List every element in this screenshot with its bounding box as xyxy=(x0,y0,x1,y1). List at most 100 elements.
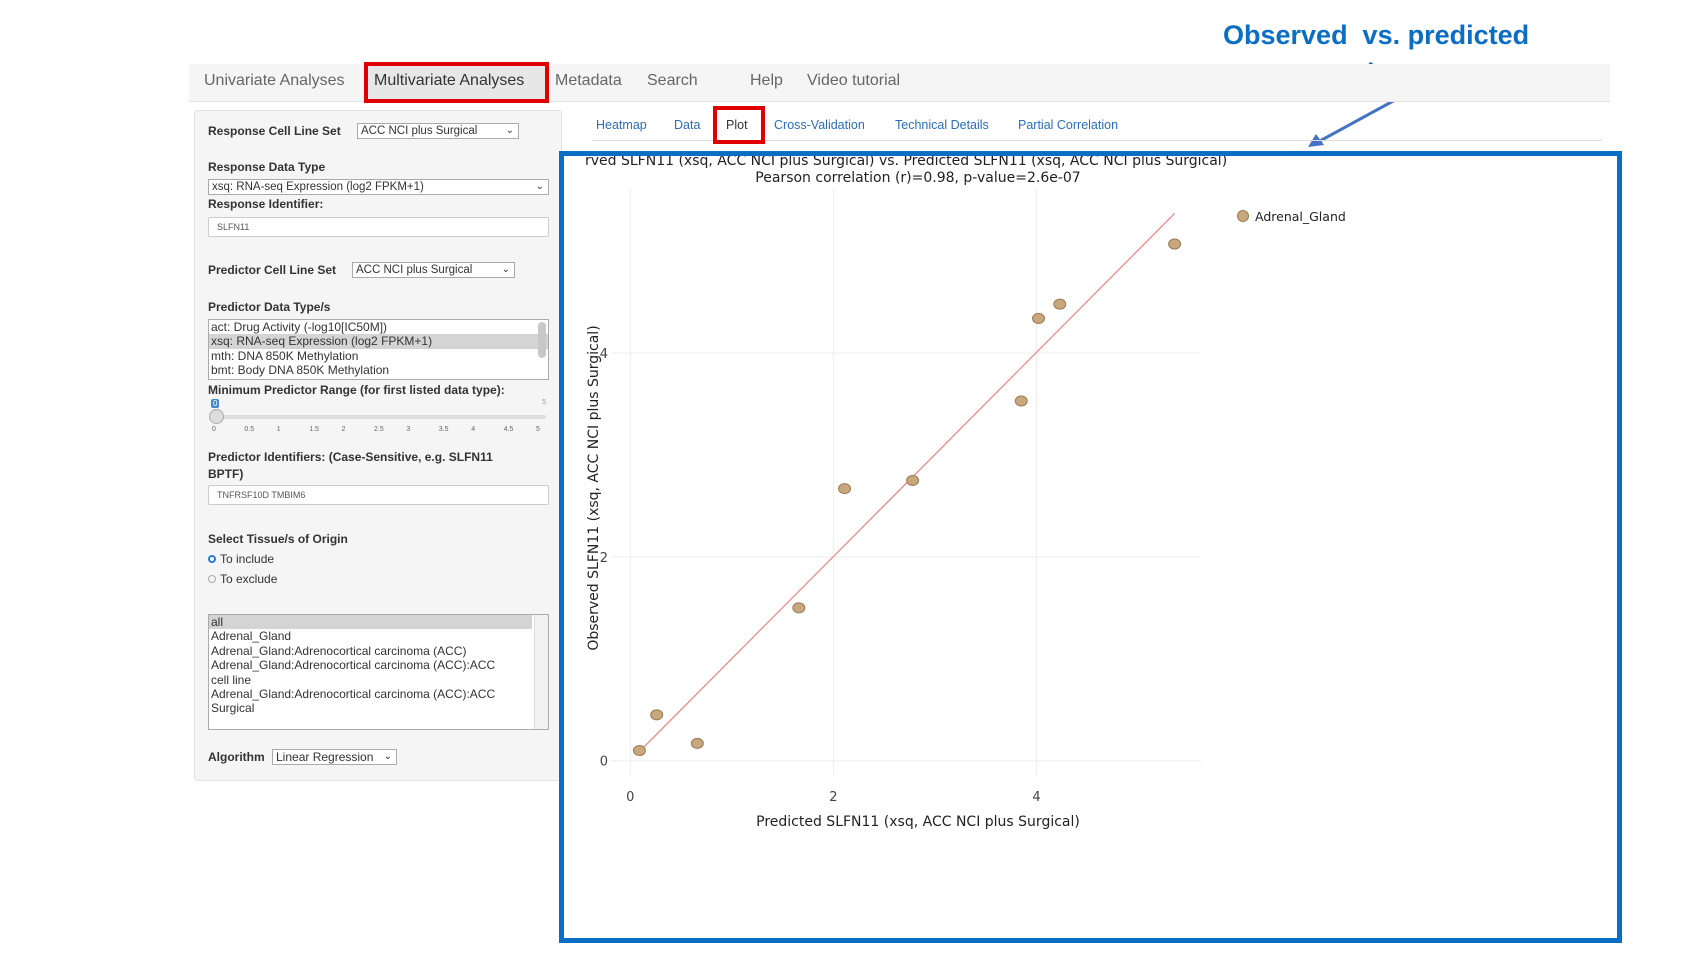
chevron-down-icon: ⌄ xyxy=(535,181,544,192)
legend-marker[interactable] xyxy=(1237,210,1249,222)
nav-highlight-box xyxy=(364,62,549,103)
label-line: BPTF) xyxy=(208,467,244,481)
tissue-list[interactable]: all Adrenal_Gland Adrenal_Gland:Adrenoco… xyxy=(208,614,549,730)
slider-tick-label: 1 xyxy=(276,426,281,433)
x-tick-label: 4 xyxy=(1032,790,1040,805)
chevron-down-icon: ⌄ xyxy=(501,264,510,275)
slider-tick-label: 4.5 xyxy=(503,426,514,433)
slider-tick-label: 5 xyxy=(536,426,540,433)
list-item[interactable]: all xyxy=(209,615,532,630)
list-item[interactable]: Adrenal_Gland xyxy=(211,629,292,644)
plot-highlight-box xyxy=(559,151,1622,943)
slider-tick-label: 2.5 xyxy=(374,426,384,433)
response-identifier-input[interactable]: SLFN11 xyxy=(208,217,549,237)
fit-line xyxy=(637,213,1176,753)
data-point[interactable] xyxy=(906,474,920,486)
list-item[interactable]: bmt: Body DNA 850K Methylation xyxy=(211,363,390,378)
select-value: ACC NCI plus Surgical xyxy=(361,125,478,137)
data-point[interactable] xyxy=(650,709,664,721)
tab-partial-correlation[interactable]: Partial Correlation xyxy=(1018,118,1119,132)
slider-max-label: 5 xyxy=(542,399,546,406)
data-point[interactable] xyxy=(838,483,852,495)
label-line: Predictor Identifiers: (Case-Sensitive, … xyxy=(208,450,493,464)
predictor-identifiers-input[interactable]: TNFRSF10D TMBIM6 xyxy=(208,485,549,505)
slider-tick-label: 0.5 xyxy=(244,426,255,433)
list-item[interactable]: act: Drug Activity (-log10[IC50M]) xyxy=(211,320,388,334)
slider-value-badge: 0 xyxy=(211,399,220,408)
list-item[interactable]: xsq: RNA-seq Expression (log2 FPKM+1) xyxy=(209,334,548,349)
list-item[interactable]: Adrenal_Gland:Adrenocortical carcinoma (… xyxy=(211,658,496,673)
data-point[interactable] xyxy=(1014,395,1028,407)
slider-tick-label: 3 xyxy=(406,426,411,433)
min-range-label: Minimum Predictor Range (for first liste… xyxy=(208,383,505,397)
algorithm-select[interactable]: Linear Regression ⌄ xyxy=(272,749,397,765)
predictor-identifiers-label: Predictor Identifiers: (Case-Sensitive, … xyxy=(208,449,493,483)
slider-tick-label: 4 xyxy=(471,426,476,433)
y-axis-label: Observed SLFN11 (xsq, ACC NCI plus Surgi… xyxy=(586,325,602,650)
min-range-slider[interactable]: 0 5 0 0.5 1 1.5 2 2.5 3 3.5 4 4.5 5 xyxy=(208,398,549,438)
slider-tick-label: 2 xyxy=(341,426,346,433)
nav-multivariate[interactable]: Multivariate Analyses xyxy=(374,72,525,89)
nav-metadata[interactable]: Metadata xyxy=(555,72,622,89)
tab-plot[interactable]: Plot xyxy=(726,118,748,132)
list-item[interactable]: cell line xyxy=(211,672,252,687)
response-cell-line-set-select[interactable]: ACC NCI plus Surgical ⌄ xyxy=(357,123,519,139)
radio-checked-icon[interactable] xyxy=(208,555,216,563)
nav-univariate[interactable]: Univariate Analyses xyxy=(204,72,345,89)
slider-tick-label: 1.5 xyxy=(309,426,319,433)
tab-cross-validation[interactable]: Cross-Validation xyxy=(774,118,865,132)
x-tick-label: 0 xyxy=(626,790,634,805)
list-item[interactable]: mth: DNA 850K Methylation xyxy=(211,348,359,363)
x-tick-label: 2 xyxy=(829,790,837,805)
radio-exclude[interactable]: To exclude xyxy=(208,572,277,586)
select-value: xsq: RNA-seq Expression (log2 FPKM+1) xyxy=(212,181,424,193)
tab-technical-details[interactable]: Technical Details xyxy=(895,118,989,132)
annotation-line-1: Observed vs. predicted xyxy=(1223,20,1530,50)
slider-tick-label: 0 xyxy=(212,426,216,433)
active-tab-box xyxy=(713,106,765,144)
radio-label: To include xyxy=(220,552,275,566)
response-cell-line-set-label: Response Cell Line Set xyxy=(208,124,341,138)
radio-include[interactable]: To include xyxy=(208,552,274,566)
data-point[interactable] xyxy=(690,737,704,749)
tab-heatmap[interactable]: Heatmap xyxy=(596,118,647,132)
select-value: ACC NCI plus Surgical xyxy=(356,264,473,276)
y-tick-label: 2 xyxy=(600,551,608,566)
nav-search[interactable]: Search xyxy=(647,72,698,89)
data-point[interactable] xyxy=(1053,298,1067,310)
scrollbar[interactable] xyxy=(534,615,548,729)
data-point[interactable] xyxy=(1032,312,1046,324)
slider-handle[interactable] xyxy=(209,409,224,424)
predictor-cell-line-set-select[interactable]: ACC NCI plus Surgical ⌄ xyxy=(352,262,515,278)
y-tick-label: 0 xyxy=(600,755,608,770)
chevron-down-icon: ⌄ xyxy=(505,125,514,136)
tab-data[interactable]: Data xyxy=(674,118,701,132)
radio-label: To exclude xyxy=(220,572,278,586)
list-item[interactable]: Surgical xyxy=(211,701,255,716)
slider-tick-label: 3.5 xyxy=(438,426,449,433)
chevron-down-icon: ⌄ xyxy=(383,751,392,762)
nav-help[interactable]: Help xyxy=(750,72,783,89)
response-data-type-label: Response Data Type xyxy=(208,160,326,174)
select-value: Linear Regression xyxy=(276,750,374,764)
tissue-label: Select Tissue/s of Origin xyxy=(208,532,348,546)
radio-unchecked-icon[interactable] xyxy=(208,575,216,583)
response-data-type-select[interactable]: xsq: RNA-seq Expression (log2 FPKM+1) ⌄ xyxy=(208,179,549,195)
data-point[interactable] xyxy=(792,602,806,614)
legend-label[interactable]: Adrenal_Gland xyxy=(1255,209,1346,224)
data-point[interactable] xyxy=(1168,238,1182,250)
list-item[interactable]: Adrenal_Gland:Adrenocortical carcinoma (… xyxy=(211,643,467,658)
tabs-underline xyxy=(592,140,1602,141)
chart-title: rved SLFN11 (xsq, ACC NCI plus Surgical)… xyxy=(585,153,1227,169)
scrollbar[interactable] xyxy=(538,322,546,358)
nav-video-tutorial[interactable]: Video tutorial xyxy=(807,72,901,89)
response-identifier-label: Response Identifier: xyxy=(208,197,324,211)
list-item[interactable]: Adrenal_Gland:Adrenocortical carcinoma (… xyxy=(211,687,496,702)
algorithm-label: Algorithm xyxy=(208,750,265,764)
chart-subtitle: Pearson correlation (r)=0.98, p-value=2.… xyxy=(755,170,1080,186)
data-point[interactable] xyxy=(632,745,646,757)
slider-track xyxy=(216,415,546,419)
predictor-data-types-list[interactable]: act: Drug Activity (-log10[IC50M]) xsq: … xyxy=(208,319,549,380)
y-tick-label: 4 xyxy=(600,347,608,362)
